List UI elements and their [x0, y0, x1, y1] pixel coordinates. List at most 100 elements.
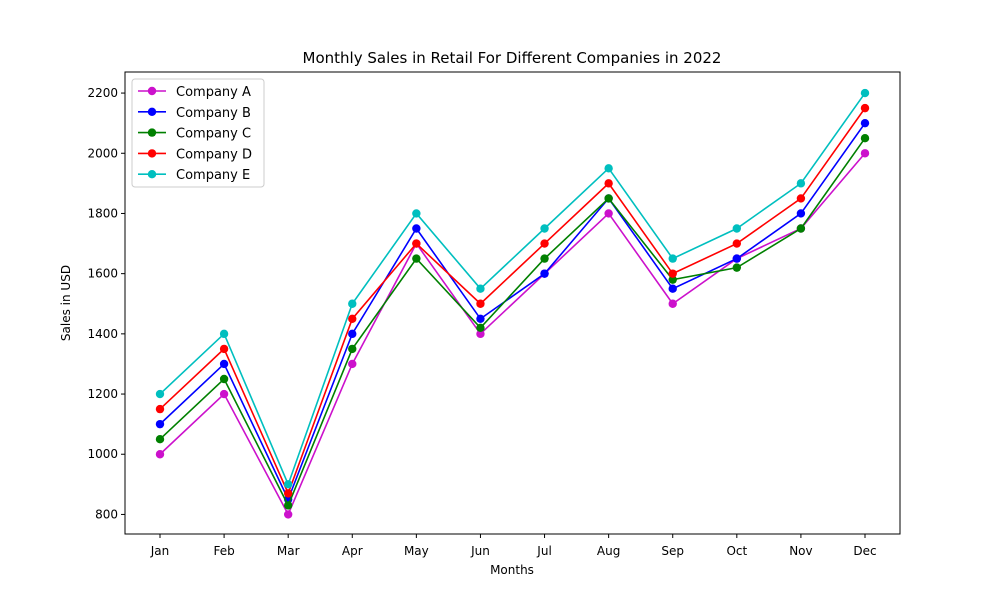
series-line: [159, 92, 866, 487]
data-point: [796, 179, 806, 188]
data-point: [155, 404, 165, 414]
series-line: [159, 152, 866, 517]
legend-marker: [147, 107, 157, 117]
legend-label: Company A: [176, 85, 251, 100]
y-tick-label: 2200: [87, 86, 118, 100]
data-point: [219, 389, 229, 399]
data-point: [540, 239, 549, 248]
data-point: [732, 224, 742, 233]
y-tick-label: 1800: [87, 206, 118, 220]
data-point: [796, 209, 806, 218]
data-point: [219, 344, 229, 354]
data-point: [540, 224, 549, 233]
x-tick-label: Aug: [597, 544, 620, 558]
data-point: [540, 254, 549, 263]
data-point: [348, 359, 357, 369]
legend: Company A Company B Company C Company D Comp…: [131, 78, 265, 188]
data-point: [732, 254, 742, 263]
data-point: [860, 103, 870, 113]
data-point: [283, 489, 293, 498]
x-axis-title: Months: [490, 563, 534, 577]
data-point: [860, 118, 870, 128]
legend-item: Company C: [138, 127, 251, 142]
y-axis: 800 1000 1200 1400 1600 1800 2000 2200: [87, 86, 125, 521]
legend-label: Company B: [176, 106, 251, 121]
data-point: [219, 329, 229, 339]
data-point: [348, 344, 357, 354]
data-point: [476, 314, 485, 324]
data-point: [155, 389, 165, 399]
data-point: [668, 284, 677, 293]
data-point: [348, 314, 357, 324]
series-layer: [155, 88, 870, 519]
data-point: [348, 299, 357, 308]
data-point: [348, 329, 357, 339]
x-tick-label: Apr: [342, 544, 363, 558]
data-point: [796, 224, 806, 233]
series-line: [159, 122, 866, 502]
data-point: [604, 194, 613, 203]
x-tick-label: May: [404, 544, 429, 558]
data-point: [476, 329, 485, 339]
data-point: [540, 269, 549, 278]
data-point: [412, 209, 421, 218]
legend-item: Company D: [138, 147, 252, 162]
data-point: [668, 299, 677, 308]
x-tick-label: Jun: [470, 544, 490, 558]
data-point: [604, 164, 613, 173]
legend-marker: [147, 170, 157, 179]
legend-label: Company E: [176, 168, 250, 183]
y-tick-label: 2000: [87, 146, 118, 160]
legend-label: Company D: [176, 147, 252, 162]
legend-marker: [147, 86, 157, 96]
data-point: [412, 254, 421, 263]
data-point: [155, 434, 165, 444]
data-point: [668, 275, 677, 284]
data-point: [476, 299, 485, 308]
data-point: [219, 374, 229, 384]
legend-box: [131, 78, 265, 188]
x-tick-label: Sep: [661, 544, 684, 558]
data-point: [412, 224, 421, 233]
series-line: [159, 137, 866, 508]
data-point: [860, 134, 870, 143]
x-tick-label: Dec: [853, 544, 876, 558]
plot-frame: [124, 71, 901, 535]
legend-item: Company A: [138, 85, 251, 100]
data-point: [796, 194, 806, 203]
y-tick-label: 1000: [87, 447, 118, 461]
data-point: [732, 263, 742, 272]
series-company-e: [155, 88, 870, 489]
data-point: [860, 88, 870, 98]
legend-item: Company E: [138, 168, 250, 183]
chart-title: Monthly Sales in Retail For Different Co…: [303, 49, 722, 67]
y-tick-label: 1200: [87, 387, 118, 401]
data-point: [283, 480, 293, 489]
data-point: [860, 149, 870, 158]
x-tick-label: Jan: [150, 544, 170, 558]
legend-marker: [147, 128, 157, 137]
data-point: [476, 323, 485, 333]
x-tick-label: Feb: [213, 544, 234, 558]
data-point: [155, 450, 165, 459]
x-axis: Jan Feb Mar Apr May Jun Jul Aug Sep Oct Nov Dec: [150, 534, 877, 558]
data-point: [476, 284, 485, 293]
y-tick-label: 800: [95, 507, 118, 521]
x-tick-label: Oct: [726, 544, 747, 558]
data-point: [155, 419, 165, 429]
legend-marker: [147, 149, 157, 158]
series-line: [159, 107, 866, 496]
data-point: [283, 501, 293, 510]
data-point: [732, 239, 742, 248]
data-point: [604, 179, 613, 188]
x-tick-label: Nov: [789, 544, 812, 558]
x-tick-label: Jul: [536, 544, 551, 558]
series-company-a: [155, 149, 870, 519]
data-point: [412, 239, 421, 248]
data-point: [283, 510, 293, 519]
y-axis-title: Sales in USD: [59, 265, 73, 341]
data-point: [668, 254, 677, 263]
legend-item: Company B: [138, 106, 251, 121]
data-point: [668, 269, 677, 278]
legend-label: Company C: [176, 127, 251, 142]
